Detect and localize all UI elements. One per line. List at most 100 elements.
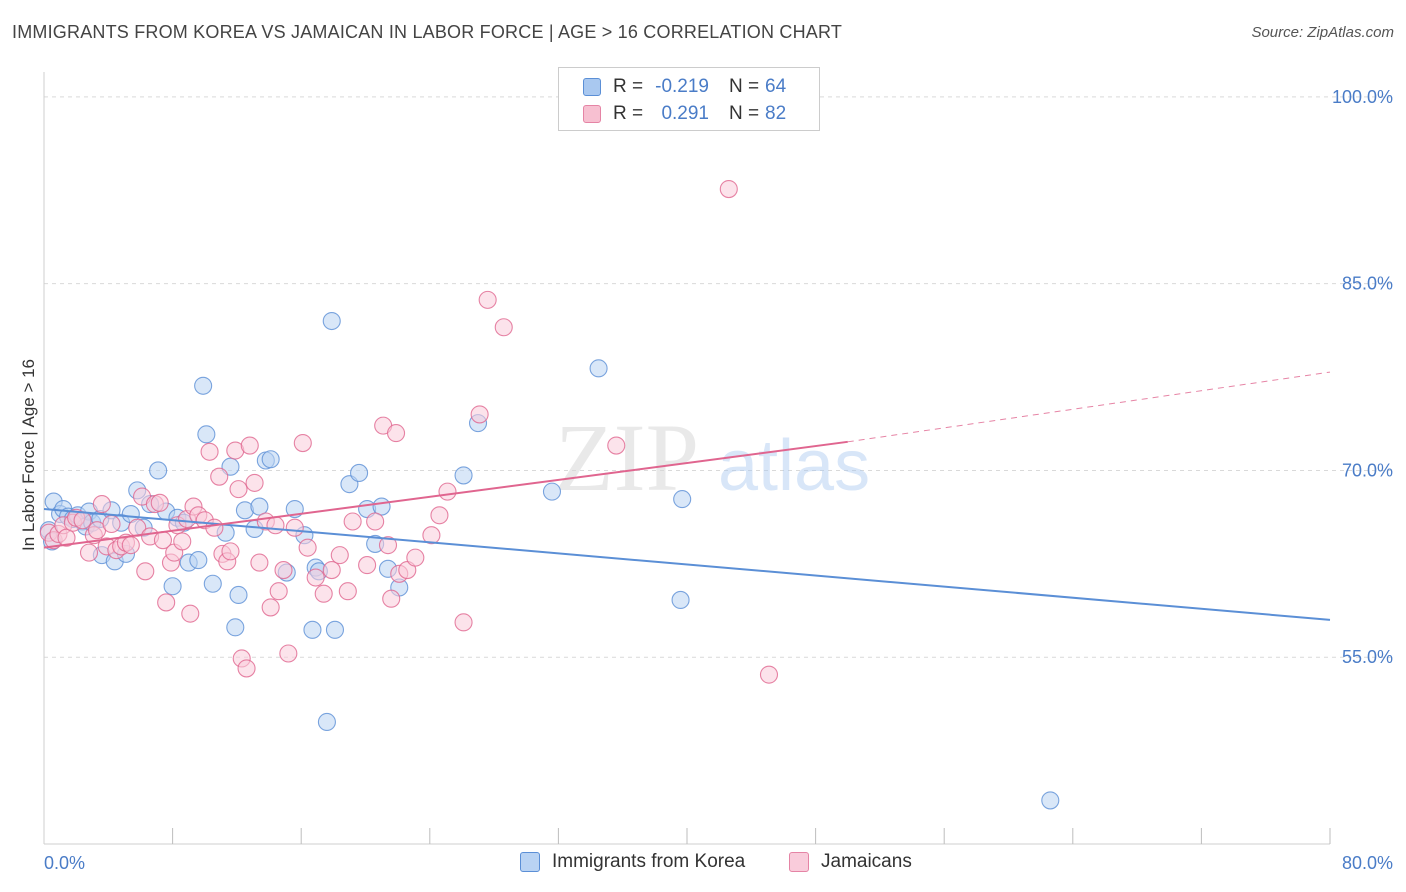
legend-n-label: N =: [729, 76, 760, 97]
data-point-jamaicans: [607, 436, 626, 455]
data-point-korea: [454, 466, 473, 485]
legend-r-value: -0.219: [655, 76, 709, 97]
y-tick-label: 85.0%: [1342, 274, 1393, 294]
data-point-jamaicans: [79, 543, 99, 562]
y-axis-title: In Labor Force | Age > 16: [19, 359, 38, 551]
data-point-jamaicans: [366, 512, 385, 531]
data-point-jamaicans: [250, 553, 269, 572]
trend-line-korea: [43, 508, 1331, 621]
data-point-korea: [317, 712, 336, 732]
data-point-jamaicans: [274, 561, 293, 580]
data-point-korea: [203, 574, 222, 593]
data-point-jamaicans: [136, 562, 155, 581]
data-point-jamaicans: [478, 290, 497, 309]
watermark: ZIP atlas: [555, 404, 870, 511]
y-tick-label: 100.0%: [1332, 87, 1393, 107]
data-point-korea: [671, 590, 690, 609]
correlation-legend: R = -0.219 N = 64 R = 0.291 N = 82: [558, 67, 820, 131]
data-point-jamaicans: [719, 179, 738, 199]
points-layer: [39, 179, 1060, 810]
data-point-jamaicans: [92, 495, 111, 514]
data-point-korea: [1041, 791, 1060, 810]
legend-row-korea: R = -0.219 N = 64: [559, 74, 786, 100]
data-point-jamaicans: [237, 659, 256, 678]
legend-item-korea[interactable]: Immigrants from Korea: [520, 851, 745, 873]
data-point-jamaicans: [454, 613, 473, 632]
data-point-jamaicans: [386, 424, 406, 443]
legend-swatch-jamaicans: [583, 105, 601, 123]
data-point-jamaicans: [173, 532, 192, 551]
data-point-jamaicans: [378, 536, 398, 555]
data-point-jamaicans: [73, 511, 92, 530]
data-point-jamaicans: [102, 514, 121, 534]
legend-row-jamaicans: R = 0.291 N = 82: [559, 101, 786, 127]
data-point-jamaicans: [298, 538, 317, 557]
data-point-jamaicans: [200, 442, 219, 461]
data-point-jamaicans: [269, 582, 288, 601]
data-point-jamaicans: [229, 480, 248, 499]
data-point-korea: [542, 482, 562, 501]
data-point-korea: [322, 311, 341, 331]
legend-item-jamaicans[interactable]: Jamaicans: [789, 851, 912, 873]
data-point-korea: [163, 577, 182, 596]
data-point-jamaicans: [266, 516, 285, 535]
data-point-jamaicans: [338, 582, 357, 601]
data-point-jamaicans: [438, 482, 457, 501]
data-point-korea: [303, 620, 322, 639]
data-point-jamaicans: [759, 665, 779, 684]
data-point-jamaicans: [494, 318, 513, 337]
data-point-jamaicans: [157, 593, 176, 612]
data-point-jamaicans: [358, 556, 377, 575]
legend-swatch-korea: [583, 78, 601, 96]
axes-layer: [43, 72, 1331, 845]
data-point-korea: [189, 551, 208, 570]
source-label: Source: ZipAtlas.com: [1251, 24, 1394, 41]
tick-label-layer: 100.0% 85.0% 70.0% 55.0% 0.0% 80.0%: [44, 87, 1393, 873]
trend-layer: [43, 371, 1331, 621]
data-point-korea: [194, 376, 213, 395]
data-point-jamaicans: [314, 584, 333, 603]
data-point-jamaicans: [422, 526, 441, 545]
data-point-jamaicans: [343, 512, 362, 531]
grid-layer: [44, 96, 1392, 658]
series-legend: Immigrants from Korea Jamaicans: [0, 851, 1406, 877]
data-point-korea: [350, 463, 369, 482]
data-point-korea: [325, 620, 345, 639]
data-point-jamaicans: [121, 536, 140, 555]
data-point-jamaicans: [150, 493, 169, 512]
legend-r-label: R =: [613, 103, 644, 124]
data-point-jamaicans: [293, 434, 312, 453]
data-point-jamaicans: [210, 467, 229, 486]
data-point-korea: [261, 450, 280, 469]
legend-label-korea: Immigrants from Korea: [552, 851, 746, 872]
legend-r-label: R =: [613, 76, 644, 97]
data-point-jamaicans: [221, 542, 240, 561]
data-point-jamaicans: [285, 518, 304, 537]
data-point-jamaicans: [330, 546, 349, 565]
trend-line-jamaicans: [43, 440, 848, 549]
data-point-korea: [149, 461, 168, 480]
legend-swatch-jamaicans: [789, 852, 809, 872]
legend-n-value: 64: [765, 76, 787, 97]
data-point-jamaicans: [382, 589, 401, 608]
data-point-korea: [673, 490, 692, 509]
legend-r-value: 0.291: [661, 103, 709, 124]
watermark-atlas: atlas: [718, 426, 870, 506]
trend-line-extension-jamaicans: [847, 371, 1331, 443]
data-point-korea: [250, 497, 269, 516]
data-point-jamaicans: [279, 644, 298, 663]
x-tick-label: 80.0%: [1342, 853, 1393, 873]
data-point-korea: [226, 618, 245, 637]
data-point-jamaicans: [57, 528, 76, 547]
data-point-jamaicans: [322, 561, 341, 580]
data-point-jamaicans: [261, 598, 280, 617]
data-point-jamaicans: [470, 405, 489, 424]
data-point-korea: [229, 585, 248, 605]
chart-title: IMMIGRANTS FROM KOREA VS JAMAICAN IN LAB…: [12, 22, 843, 42]
legend-n-label: N =: [729, 103, 760, 124]
y-tick-label: 70.0%: [1342, 460, 1393, 480]
data-point-korea: [197, 425, 216, 444]
y-tick-label: 55.0%: [1342, 647, 1393, 667]
data-point-jamaicans: [205, 518, 224, 537]
